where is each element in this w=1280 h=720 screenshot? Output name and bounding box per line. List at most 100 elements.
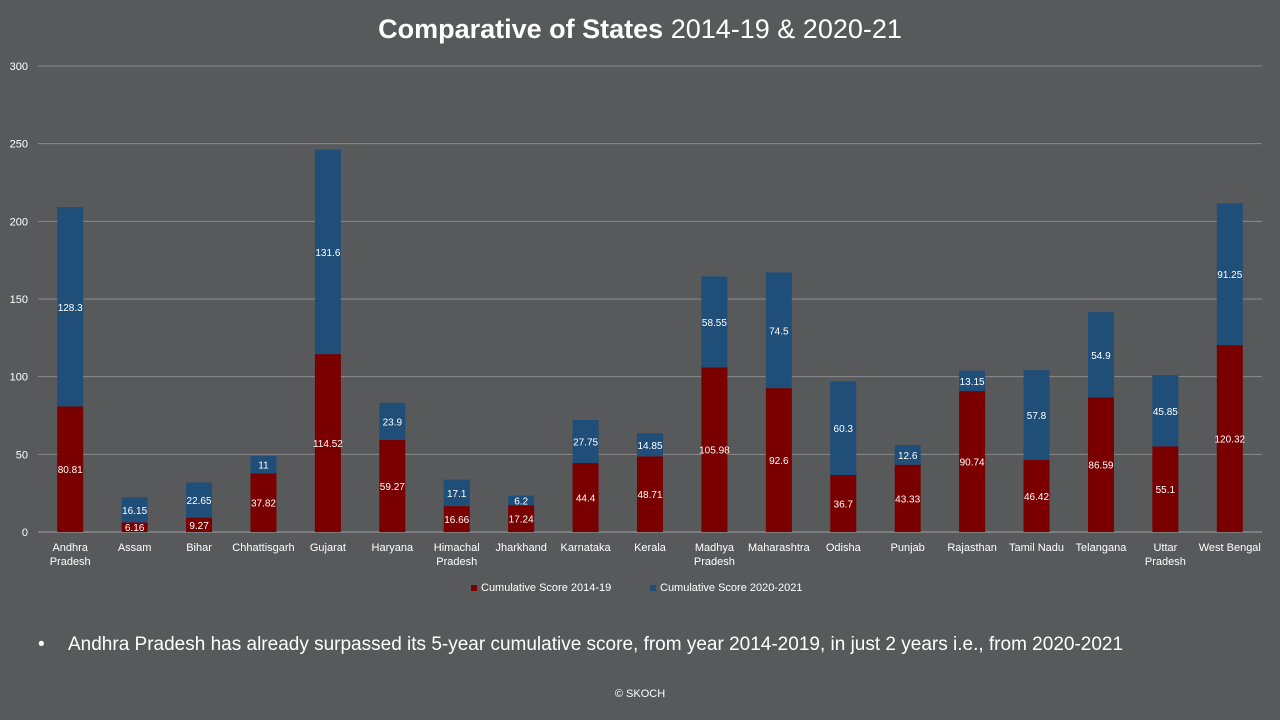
bar-2020-21	[1216, 203, 1243, 346]
data-label: 11	[258, 461, 269, 472]
data-label: 105.98	[699, 446, 730, 457]
copyright-footer: © SKOCH	[614, 688, 666, 700]
bar-2020-21	[57, 207, 84, 407]
bar-2014-19	[250, 473, 277, 532]
bar-2014-19	[959, 391, 986, 532]
data-label: 91.25	[1217, 270, 1242, 281]
y-tick-label: 300	[10, 61, 28, 73]
data-label: 16.15	[122, 506, 147, 517]
bar-2020-21	[250, 456, 277, 474]
legend-swatch	[650, 585, 656, 591]
data-label: 131.6	[315, 248, 340, 259]
bar-2020-21	[1087, 312, 1114, 398]
data-label: 16.66	[444, 515, 469, 526]
y-tick-label: 150	[10, 294, 28, 306]
data-label: 9.27	[189, 521, 209, 532]
data-label: 45.85	[1153, 407, 1178, 418]
data-label: 128.3	[58, 303, 83, 314]
x-tick-label: West Bengal	[1199, 542, 1261, 554]
bar-2020-21	[830, 381, 857, 475]
x-tick-label: Chhattisgarh	[232, 542, 294, 554]
data-label: 17.24	[509, 515, 534, 526]
bar-2020-21	[508, 495, 535, 506]
data-label: 120.32	[1214, 435, 1245, 446]
x-tick-label: Odisha	[826, 542, 862, 554]
data-label: 59.27	[380, 482, 405, 493]
x-tick-label: Karnataka	[561, 542, 612, 554]
x-tick-label: Jharkhand	[495, 542, 546, 554]
x-tick-label: Tamil Nadu	[1009, 542, 1064, 554]
data-label: 17.1	[447, 489, 467, 500]
stacked-bar-chart: 0 50 100 150 200 250 300 80.81 128.3 Andhra Prades…	[10, 61, 1262, 594]
x-tick-label: Pradesh	[694, 556, 735, 568]
data-label: 57.8	[1027, 411, 1047, 422]
data-label: 60.3	[834, 424, 854, 435]
data-label: 86.59	[1088, 461, 1113, 472]
y-tick-label: 100	[10, 372, 28, 384]
bar-2020-21	[186, 482, 213, 518]
x-tick-label: Pradesh	[50, 556, 91, 568]
bar-2020-21	[121, 497, 148, 523]
data-label: 58.55	[702, 318, 727, 329]
data-label: 13.15	[960, 377, 985, 388]
chart-title-bold: Comparative of States	[378, 14, 664, 44]
bar-2014-19	[186, 517, 213, 532]
x-tick-label: Kerala	[634, 542, 667, 554]
bar-2020-21	[701, 276, 728, 368]
data-label: 55.1	[1156, 485, 1176, 496]
bar-2014-19	[379, 439, 406, 532]
bar-2014-19	[894, 464, 921, 532]
data-label: 114.52	[313, 439, 343, 450]
data-label: 54.9	[1091, 351, 1111, 362]
x-tick-label: Bihar	[186, 542, 212, 554]
data-label: 74.5	[769, 326, 789, 337]
bar-2020-21	[894, 445, 921, 465]
legend-swatch	[471, 585, 477, 591]
data-label: 48.71	[637, 490, 662, 501]
x-tick-label: Assam	[118, 542, 152, 554]
data-label: 37.82	[251, 499, 276, 510]
chart-title-years: 2014-19 & 2020-21	[670, 14, 902, 44]
data-label: 80.81	[58, 465, 83, 476]
x-tick-label: Pradesh	[436, 556, 477, 568]
data-label: 14.85	[637, 441, 662, 452]
bar-2020-21	[637, 433, 663, 457]
bar-2020-21	[572, 419, 599, 464]
data-label: 6.2	[514, 496, 528, 507]
bar-2014-19	[830, 474, 857, 532]
x-tick-label: Himachal	[434, 542, 480, 554]
bar-2014-19	[1216, 345, 1243, 532]
bullet-note: • Andhra Pradesh has already surpassed it…	[38, 634, 1258, 656]
bar-2020-21	[314, 149, 341, 355]
data-label: 22.65	[187, 496, 212, 507]
y-tick-label: 200	[10, 216, 28, 228]
bar-2020-21	[379, 402, 406, 440]
x-tick-label: Andhra	[52, 542, 88, 554]
x-tick-label: Gujarat	[310, 542, 346, 554]
data-label: 90.74	[960, 458, 985, 469]
y-tick-label: 0	[22, 527, 28, 539]
bar-2020-21	[1152, 375, 1179, 447]
bar-2020-21	[443, 479, 470, 507]
bar-2020-21	[959, 370, 986, 392]
bar-2014-19	[701, 367, 728, 532]
x-tick-label: Madhya	[695, 542, 735, 554]
data-label: 92.6	[769, 456, 789, 467]
data-label: 12.6	[898, 451, 918, 462]
bar-2014-19	[314, 354, 341, 532]
x-tick-label: Punjab	[891, 542, 925, 554]
bar-2014-19	[1152, 446, 1179, 532]
bar-2014-19	[637, 456, 663, 532]
data-label: 36.7	[834, 499, 854, 510]
bar-2014-19	[57, 406, 84, 532]
y-tick-label: 50	[16, 449, 28, 461]
data-label: 6.16	[125, 523, 145, 534]
bar-2020-21	[1023, 370, 1050, 460]
data-label: 43.33	[895, 494, 920, 505]
data-label: 27.75	[573, 437, 598, 448]
data-label: 44.4	[576, 494, 596, 505]
x-tick-label: Haryana	[372, 542, 414, 554]
data-label: 46.42	[1024, 492, 1049, 503]
chart-title: Comparative of States 2014-19 & 2020-21	[0, 14, 1280, 45]
legend-label: Cumulative Score 2014-19	[481, 582, 611, 594]
